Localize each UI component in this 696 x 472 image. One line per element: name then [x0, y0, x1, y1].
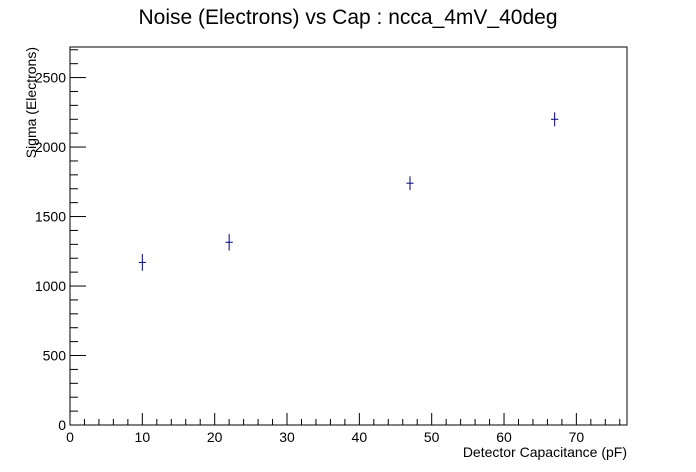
x-tick-label: 40	[352, 429, 368, 445]
chart-title: Noise (Electrons) vs Cap : ncca_4mV_40de…	[138, 6, 558, 29]
x-tick-label: 0	[66, 429, 74, 445]
plot-frame	[69, 46, 628, 426]
x-tick-label: 60	[496, 429, 512, 445]
y-tick-label: 2000	[35, 139, 66, 155]
y-tick-label: 1500	[35, 209, 66, 225]
data-point	[225, 233, 233, 251]
data-point	[406, 176, 414, 191]
y-tick-label: 1000	[35, 278, 66, 294]
x-tick-label: 70	[569, 429, 585, 445]
x-tick-label: 20	[207, 429, 223, 445]
x-axis-label: Detector Capacitance (pF)	[463, 444, 627, 460]
x-tick-label: 10	[135, 429, 151, 445]
y-tick-label: 500	[43, 348, 67, 364]
data-point	[138, 254, 146, 271]
x-tick-label: 30	[279, 429, 295, 445]
x-tick-label: 50	[424, 429, 440, 445]
y-tick-label: 0	[58, 417, 66, 433]
data-point	[551, 112, 559, 127]
y-axis-label: Sigma (Electrons)	[23, 47, 39, 158]
y-tick-label: 2500	[35, 70, 66, 86]
